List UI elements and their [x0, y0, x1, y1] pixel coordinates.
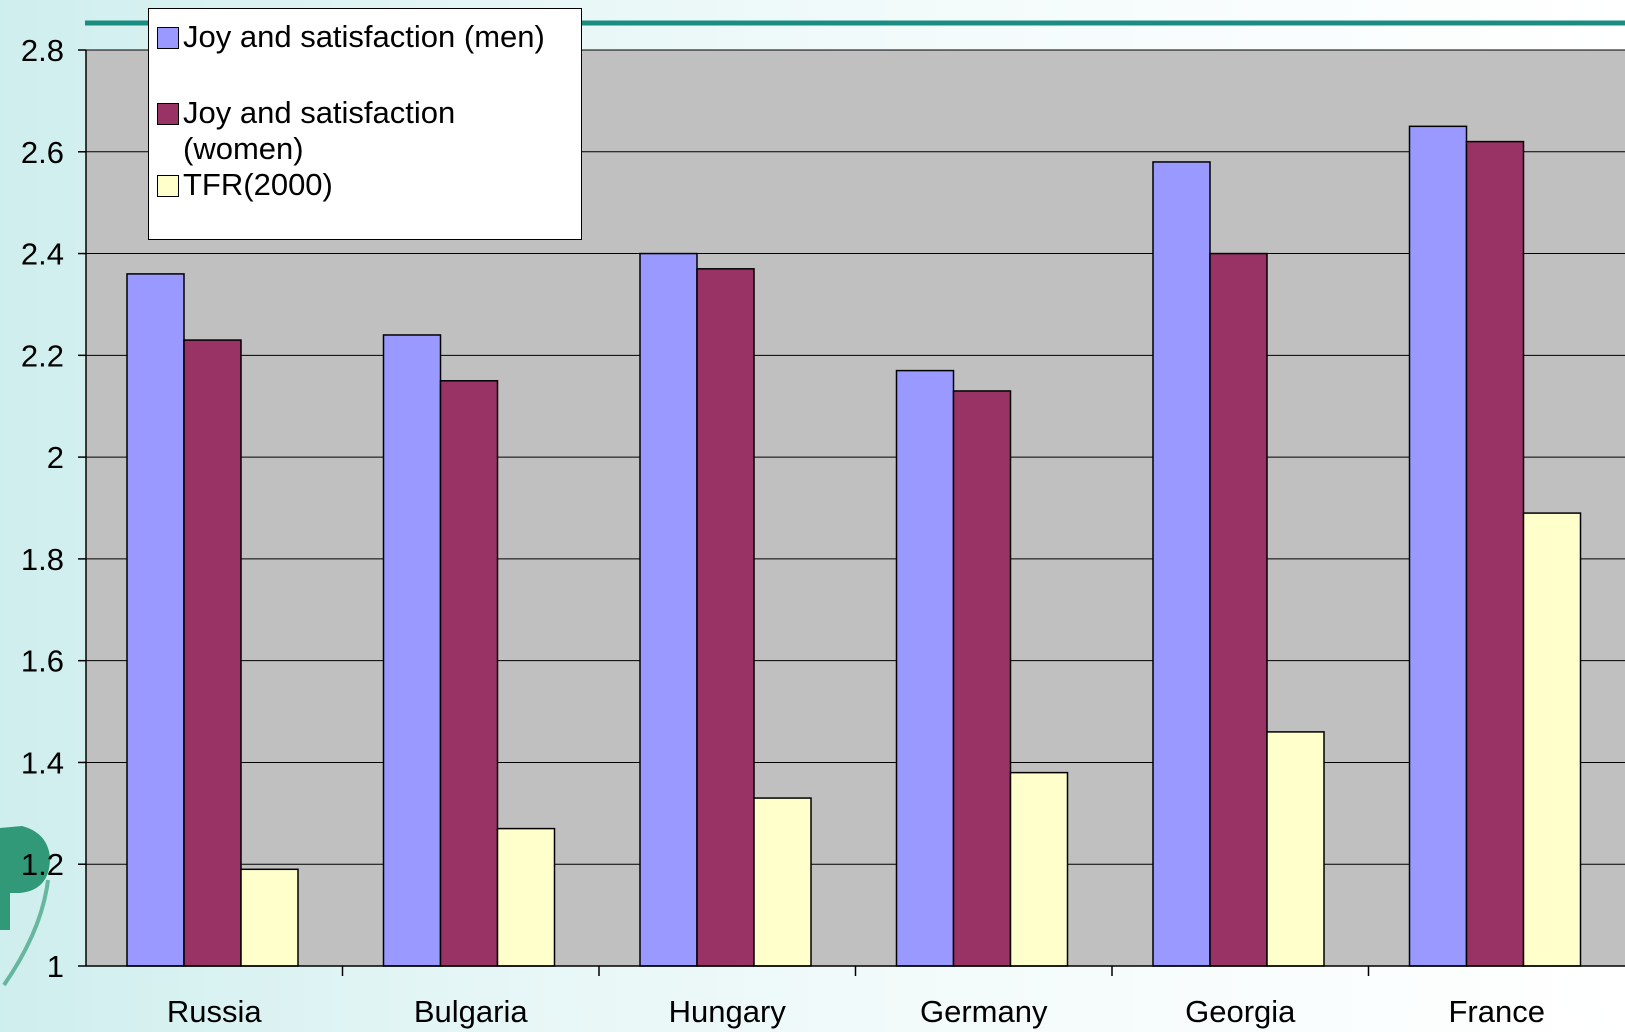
bar-russia-series-0 [126, 273, 185, 967]
bar-germany-series-1 [952, 390, 1012, 967]
y-tick-label: 2.8 [21, 33, 64, 68]
legend-swatch-men [157, 27, 179, 49]
x-tick-label: France [1449, 994, 1545, 1029]
logo-swoosh [2, 879, 50, 987]
logo-fragment [0, 826, 50, 930]
y-tick-labels: 1 1.2 1.4 1.6 1.8 2 2.2 2.4 2.6 2.8 [21, 33, 64, 984]
y-tick-label: 2.6 [21, 135, 64, 170]
y-tick-label: 1.8 [21, 542, 64, 577]
legend-label-tfr: TFR(2000) [183, 167, 333, 202]
bar-russia-series-1 [183, 339, 242, 967]
bar-hungary-series-1 [696, 268, 755, 967]
bar-bulgaria-series-2 [496, 827, 556, 967]
y-tick-label: 1.2 [21, 847, 64, 882]
bar-france-series-0 [1408, 125, 1468, 967]
x-tick-label: Bulgaria [414, 994, 528, 1029]
legend-item-tfr: TFR(2000) [157, 167, 583, 203]
bar-bulgaria-series-1 [439, 380, 499, 967]
bar-france-series-1 [1465, 140, 1525, 967]
y-tick-label: 2.4 [21, 237, 64, 272]
x-tick-labels: Russia Bulgaria Hungary Germany Georgia Franc… [167, 994, 1545, 1029]
bar-hungary-series-0 [639, 252, 698, 967]
legend-swatch-women [157, 103, 179, 125]
x-tick-label: Georgia [1185, 994, 1296, 1029]
bars [126, 125, 1582, 967]
x-tick-label: Russia [167, 994, 263, 1029]
y-tick-label: 1.4 [21, 745, 64, 780]
y-tick-label: 2 [47, 440, 64, 475]
axes [78, 49, 1625, 976]
bar-germany-series-0 [895, 369, 955, 967]
x-tick-label: Germany [920, 994, 1048, 1029]
y-tick-label: 2.2 [21, 338, 64, 373]
legend-swatch-tfr [157, 175, 179, 197]
x-tick-label: Hungary [669, 994, 787, 1029]
bar-germany-series-2 [1009, 771, 1069, 967]
y-tick-label: 1 [47, 949, 64, 984]
bar-france-series-2 [1522, 512, 1582, 967]
legend-item-men: Joy and satisfaction (men) [157, 19, 583, 55]
bar-georgia-series-0 [1152, 161, 1211, 967]
legend-label-men: Joy and satisfaction (men) [183, 19, 545, 54]
bar-hungary-series-2 [753, 797, 812, 967]
bar-georgia-series-2 [1266, 731, 1325, 967]
bar-georgia-series-1 [1209, 252, 1268, 967]
legend-label-women: Joy and satisfaction (women) [183, 95, 456, 166]
bar-russia-series-2 [240, 868, 299, 967]
legend-item-women: Joy and satisfaction (women) [157, 95, 483, 167]
y-tick-label: 1.6 [21, 644, 64, 679]
bar-bulgaria-series-0 [382, 334, 442, 967]
legend: Joy and satisfaction (men) Joy and satis… [148, 8, 582, 240]
